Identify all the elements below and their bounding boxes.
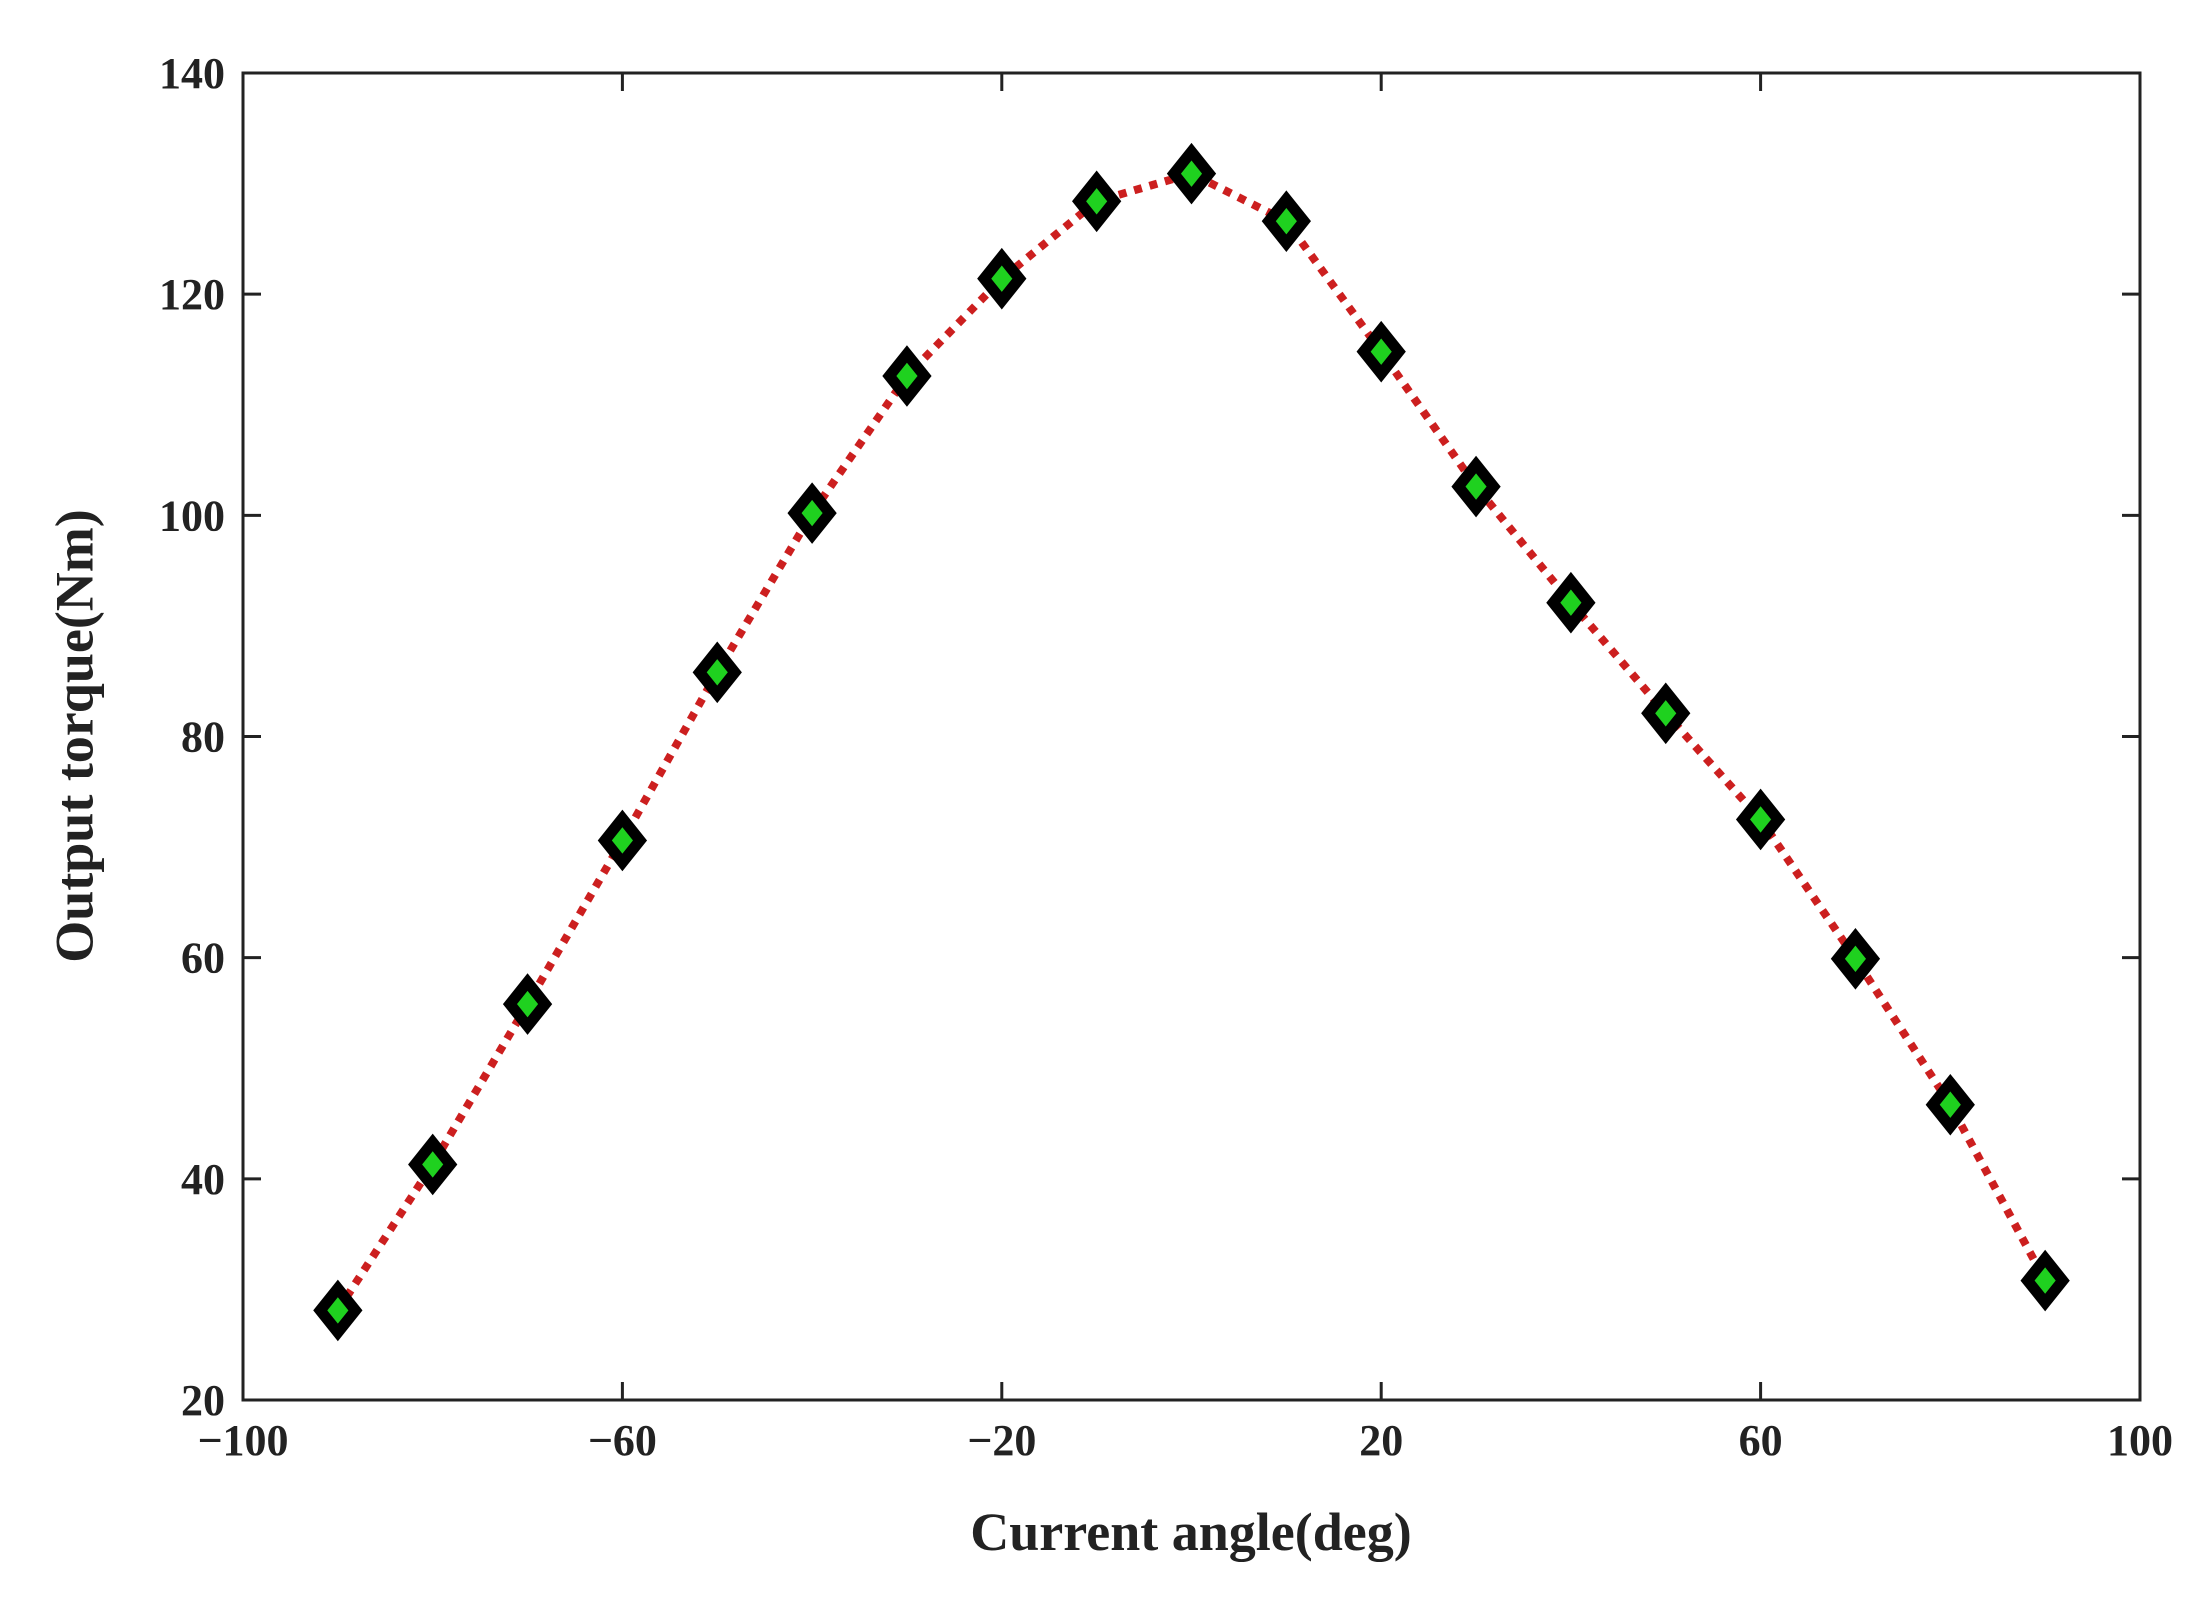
y-tick-label: 120 [159,270,225,319]
y-tick-label: 80 [181,713,225,762]
marker [2020,1249,2070,1312]
x-axis-label: Current angle(deg) [970,1502,1411,1562]
y-tick-label: 60 [181,934,225,983]
series-line [334,169,2049,1313]
marker [692,641,742,704]
marker [1166,142,1217,205]
marker [502,973,553,1035]
marker [882,345,932,407]
marker [977,247,1027,310]
marker [313,1279,363,1342]
y-tick-label: 20 [181,1376,225,1425]
marker [1072,170,1122,233]
x-tick-label: −20 [967,1416,1036,1465]
marker [1356,320,1406,383]
marker [1830,927,1881,990]
y-tick-label: 140 [159,49,225,98]
marker [1546,571,1596,634]
y-tick-label: 40 [181,1155,225,1204]
marker [1641,682,1691,745]
marker [1735,788,1786,851]
marker [597,809,648,872]
x-tick-label: 60 [1739,1416,1783,1465]
x-tick-label: 20 [1359,1416,1403,1465]
plot-frame [241,71,2142,1402]
marker [787,482,837,544]
y-tick-label: 100 [159,491,225,540]
y-axis-label: Output torque(Nm) [44,509,104,963]
x-tick-label: −100 [197,1416,288,1465]
x-tick-label: −60 [588,1416,657,1465]
marker [408,1133,458,1196]
marker [1451,455,1501,518]
marker [1261,190,1311,252]
x-tick-label: 100 [2107,1416,2173,1465]
marker [1925,1073,1975,1136]
